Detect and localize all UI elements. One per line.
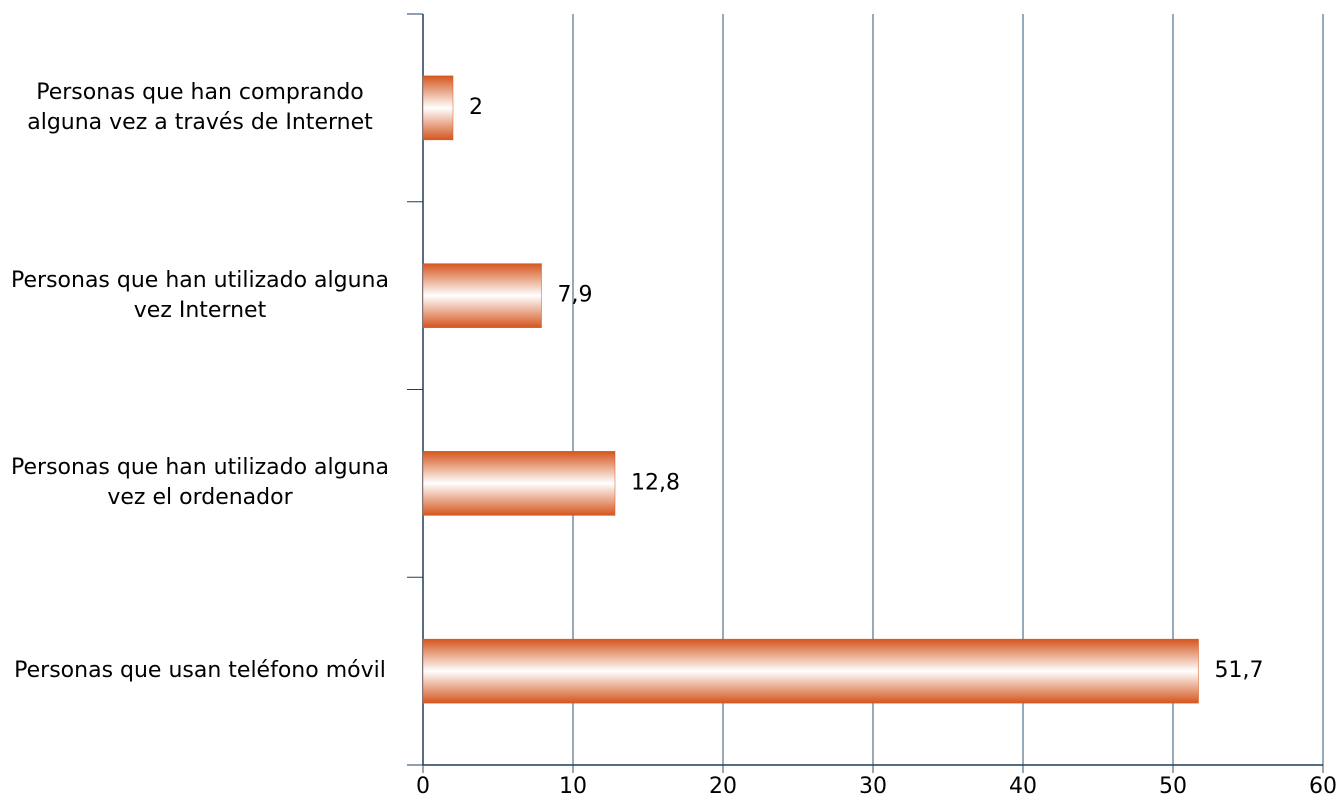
value-label: 12,8 — [631, 470, 680, 495]
value-label: 2 — [469, 95, 483, 120]
bar — [422, 75, 454, 141]
category-label: Personas que han utilizado alguna vez In… — [11, 267, 389, 323]
x-tick-label: 60 — [1309, 774, 1337, 799]
x-tick-label: 0 — [416, 774, 430, 799]
x-tick-label: 50 — [1159, 774, 1187, 799]
bar — [422, 263, 542, 328]
category-label: Personas que han comprando alguna vez a … — [27, 79, 373, 135]
x-tick-label: 30 — [859, 774, 887, 799]
category-label: Personas que usan teléfono móvil — [14, 658, 386, 684]
x-tick-label: 40 — [1009, 774, 1037, 799]
value-label: 51,7 — [1215, 658, 1264, 683]
bar — [422, 451, 616, 516]
category-label: Personas que han utilizado alguna vez el… — [11, 455, 389, 511]
value-label: 7,9 — [558, 283, 593, 308]
bar — [422, 638, 1199, 704]
x-tick-label: 20 — [709, 774, 737, 799]
x-tick-label: 10 — [559, 774, 587, 799]
